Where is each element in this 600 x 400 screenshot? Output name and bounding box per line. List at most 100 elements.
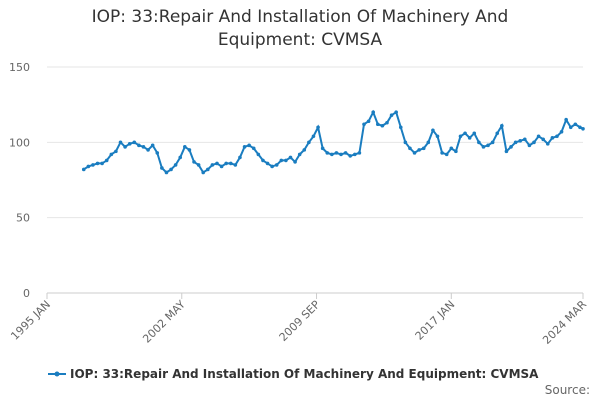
point	[334, 151, 339, 155]
point	[435, 134, 440, 139]
point	[449, 146, 454, 151]
point	[100, 161, 104, 166]
point	[504, 149, 509, 154]
point	[288, 155, 293, 160]
point	[362, 122, 366, 127]
chart-title: IOP: 33:Repair And Installation Of Machi…	[91, 7, 509, 50]
point	[247, 143, 251, 148]
point	[123, 145, 127, 149]
point	[366, 119, 371, 124]
point	[353, 152, 357, 157]
point	[518, 139, 523, 143]
point	[426, 140, 431, 145]
point	[302, 148, 307, 152]
point	[95, 161, 100, 166]
point	[192, 160, 196, 164]
point	[215, 161, 219, 166]
point	[357, 151, 362, 155]
point	[403, 140, 408, 145]
point	[467, 136, 472, 140]
point	[527, 143, 532, 148]
point	[421, 146, 426, 151]
point	[486, 143, 490, 148]
point	[274, 163, 279, 167]
point	[568, 125, 573, 130]
x-tick-label: 2017 JAN	[413, 298, 458, 343]
point	[523, 137, 527, 142]
point	[348, 154, 353, 158]
point	[201, 170, 206, 175]
point	[118, 140, 123, 145]
legend-marker	[54, 371, 60, 377]
point	[183, 145, 187, 149]
point	[481, 145, 486, 149]
y-tick-label: 150	[9, 61, 30, 74]
point	[490, 140, 495, 145]
point	[339, 152, 343, 157]
point	[279, 158, 284, 163]
point	[513, 140, 518, 145]
point	[104, 158, 109, 163]
point	[224, 161, 228, 166]
point	[228, 161, 233, 166]
point	[320, 146, 325, 151]
point	[316, 125, 320, 130]
y-tick-label: 50	[16, 212, 30, 225]
point	[91, 163, 95, 167]
point	[284, 158, 288, 163]
point	[169, 167, 173, 172]
source-label: Source:	[545, 383, 590, 397]
point	[146, 148, 150, 152]
point	[472, 131, 477, 136]
legend-label: IOP: 33:Repair And Installation Of Machi…	[70, 367, 539, 381]
point	[187, 148, 192, 152]
point	[398, 125, 403, 130]
point	[380, 123, 385, 128]
point	[210, 163, 215, 167]
point	[389, 113, 394, 118]
point	[385, 120, 389, 125]
point	[458, 134, 463, 139]
point	[578, 125, 582, 130]
point	[573, 122, 578, 127]
point	[251, 146, 256, 151]
point	[256, 152, 261, 157]
x-tick-label: 2002 MAY	[140, 298, 188, 346]
point	[164, 170, 169, 175]
point	[206, 167, 210, 172]
point	[196, 163, 201, 167]
point	[114, 149, 118, 154]
point	[132, 140, 137, 145]
point	[178, 155, 183, 160]
point	[137, 143, 141, 148]
y-tick-label: 100	[9, 136, 30, 149]
point	[463, 131, 467, 136]
point	[564, 117, 568, 122]
point	[555, 134, 559, 139]
point	[109, 152, 114, 157]
point	[86, 164, 91, 169]
point	[581, 126, 585, 131]
point	[219, 164, 224, 169]
point	[541, 137, 545, 142]
point	[412, 151, 417, 155]
point	[509, 145, 513, 149]
point	[325, 151, 330, 155]
point	[330, 152, 334, 157]
point	[545, 142, 550, 146]
point	[238, 155, 242, 160]
point	[444, 152, 449, 157]
point	[394, 110, 398, 114]
point	[532, 140, 536, 145]
x-tick-label: 1995 JAN	[8, 298, 53, 343]
point	[440, 151, 444, 155]
point	[307, 140, 311, 145]
point	[150, 143, 155, 148]
point	[408, 146, 412, 151]
point	[550, 136, 555, 140]
point	[477, 140, 481, 145]
point	[155, 151, 160, 155]
point	[500, 123, 504, 128]
